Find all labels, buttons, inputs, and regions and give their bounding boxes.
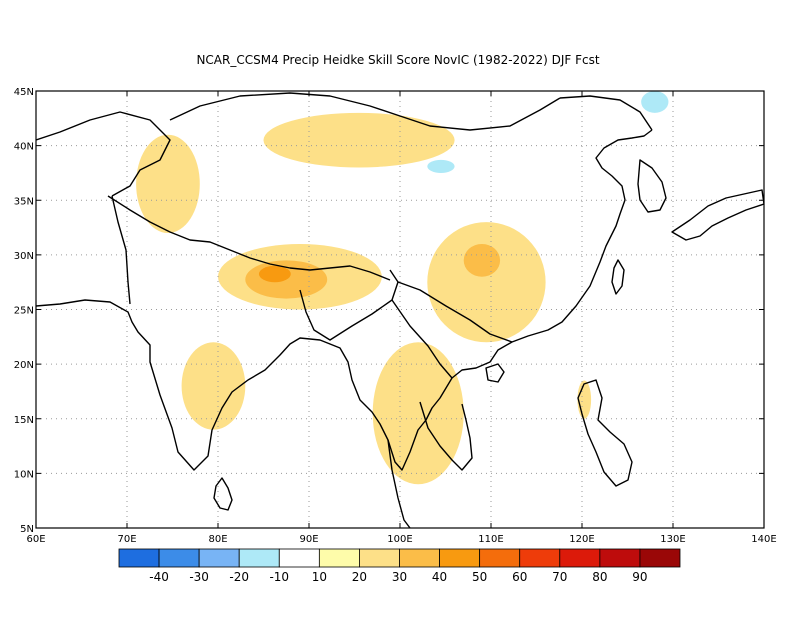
coastline-korea — [637, 159, 667, 213]
colorbar-label: 30 — [392, 570, 407, 584]
colorbar-swatch — [118, 548, 160, 568]
coastline-indochina — [387, 439, 411, 528]
y-tick-label: 35N — [14, 196, 34, 207]
colorbar-swatch — [559, 548, 601, 568]
coastline-japan — [671, 189, 764, 241]
y-tick-label: 45N — [14, 87, 34, 98]
colorbar-swatch — [479, 548, 521, 568]
y-tick-label: 20N — [14, 360, 34, 371]
coastline-hainan — [485, 363, 505, 383]
border-northeast-china — [559, 95, 653, 131]
border-pakistan-india — [111, 195, 131, 305]
x-tick-label: 70E — [117, 534, 136, 545]
colorbar: -40 -30 -20 -10 10 20 30 40 50 60 70 80 90 — [118, 548, 681, 584]
colorbar-label: -30 — [189, 570, 209, 584]
border-central-asia — [36, 111, 171, 197]
x-tick-label: 90E — [299, 534, 318, 545]
x-tick-label: 60E — [26, 534, 45, 545]
skill-region — [427, 159, 455, 173]
skill-region — [258, 265, 291, 283]
colorbar-label: -40 — [149, 570, 169, 584]
border-bangladesh-myanmar — [299, 269, 399, 341]
border-himalaya — [107, 195, 391, 281]
coastlines-and-borders — [36, 92, 764, 528]
colorbar-swatch — [238, 548, 280, 568]
border-mongolia — [169, 92, 561, 131]
colorbar-label: -20 — [229, 570, 249, 584]
colorbar-swatch — [439, 548, 481, 568]
colorbar-swatch — [318, 548, 360, 568]
colorbar-label: -10 — [269, 570, 289, 584]
x-tick-label: 120E — [569, 534, 594, 545]
y-axis-ticks: 5N 10N 15N 20N 25N 30N 35N 40N 45N — [14, 87, 764, 535]
skill-region — [136, 134, 200, 234]
skill-region — [463, 243, 501, 277]
coastline-sri-lanka — [213, 477, 233, 511]
colorbar-swatch — [599, 548, 641, 568]
skill-region — [263, 112, 455, 168]
skill-region — [154, 309, 191, 343]
x-tick-label: 100E — [387, 534, 412, 545]
colorbar-label: 80 — [592, 570, 607, 584]
coastline-philippines — [577, 379, 633, 487]
plot-area — [36, 91, 764, 528]
colorbar-swatch — [278, 548, 320, 568]
y-tick-label: 15N — [14, 415, 34, 426]
colorbar-label: 40 — [432, 570, 447, 584]
x-tick-label: 80E — [208, 534, 227, 545]
border-southeast-asia — [391, 299, 453, 379]
colorbar-swatch — [359, 548, 400, 568]
y-tick-label: 30N — [14, 251, 34, 262]
x-tick-label: 130E — [660, 534, 685, 545]
colorbar-swatch — [519, 548, 561, 568]
colorbar-label: 20 — [352, 570, 367, 584]
colorbar-label: 50 — [472, 570, 487, 584]
colorbar-label: 90 — [632, 570, 647, 584]
colorbar-swatch — [198, 548, 240, 568]
skill-region — [181, 342, 246, 430]
y-tick-label: 5N — [20, 524, 34, 535]
coastline-gulf-of-thailand — [419, 401, 473, 471]
x-tick-label: 140E — [751, 534, 776, 545]
colorbar-swatch — [639, 548, 681, 568]
skill-region — [577, 380, 592, 419]
y-tick-label: 40N — [14, 142, 34, 153]
x-tick-label: 110E — [478, 534, 503, 545]
coastline-taiwan — [611, 259, 625, 295]
coastline-india — [36, 129, 653, 471]
colorbar-swatch — [158, 548, 200, 568]
colorbar-swatch — [399, 548, 440, 568]
skill-region — [372, 342, 464, 485]
colorbar-label: 10 — [312, 570, 327, 584]
colorbar-label: 70 — [552, 570, 567, 584]
y-tick-label: 25N — [14, 306, 34, 317]
x-axis-ticks: 60E 70E 80E 90E 100E 110E 120E 130E 140E — [26, 91, 777, 545]
skill-region — [427, 222, 546, 343]
border-china-indochina — [397, 281, 513, 343]
colorbar-label: 60 — [512, 570, 527, 584]
skill-region — [641, 91, 669, 113]
chart-title: NCAR_CCSM4 Precip Heidke Skill Score Nov… — [196, 53, 599, 67]
y-tick-label: 10N — [14, 469, 34, 480]
